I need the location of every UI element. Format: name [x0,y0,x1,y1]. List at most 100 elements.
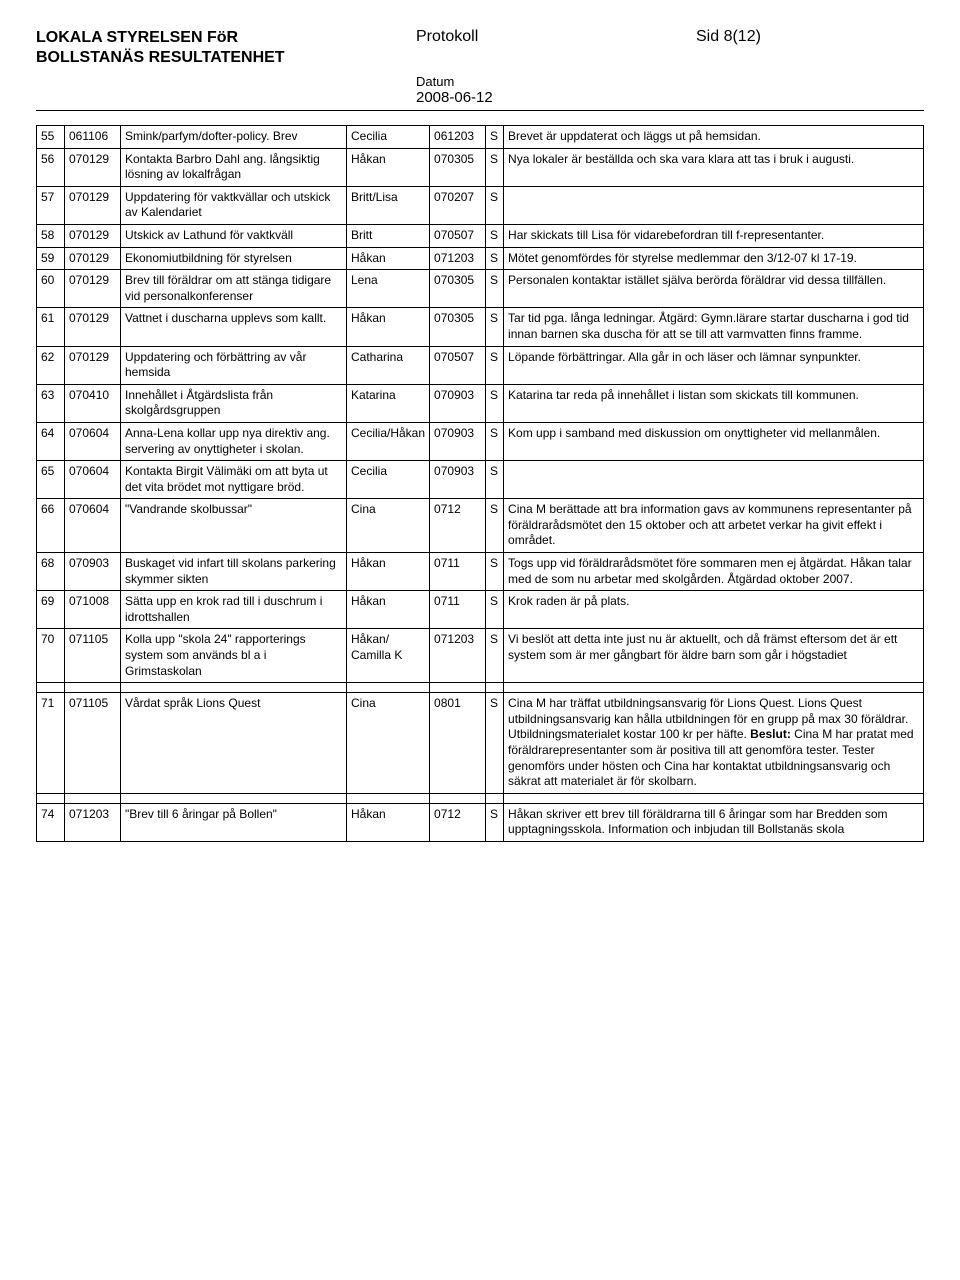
row-number: 63 [37,384,65,422]
table-row: 55061106Smink/parfym/dofter-policy. Brev… [37,126,924,149]
row-description: Vårdat språk Lions Quest [121,693,347,794]
row-followup: 070305 [430,270,486,308]
row-description: Uppdatering och förbättring av vår hemsi… [121,346,347,384]
row-status: S [486,629,504,683]
row-number: 68 [37,553,65,591]
row-date: 070604 [65,422,121,460]
row-status: S [486,126,504,149]
table-row: 74071203"Brev till 6 åringar på Bollen"H… [37,803,924,841]
row-followup: 070207 [430,186,486,224]
row-status: S [486,247,504,270]
row-responsible: Håkan [347,308,430,346]
row-comment: Personalen kontaktar istället själva ber… [504,270,924,308]
table-row: 57070129Uppdatering för vaktkvällar och … [37,186,924,224]
row-comment: Vi beslöt att detta inte just nu är aktu… [504,629,924,683]
row-comment: Krok raden är på plats. [504,591,924,629]
row-status: S [486,693,504,794]
row-description: "Vandrande skolbussar" [121,499,347,553]
table-row: 56070129Kontakta Barbro Dahl ang. långsi… [37,148,924,186]
row-comment: Mötet genomfördes för styrelse medlemmar… [504,247,924,270]
row-comment: Cina M berättade att bra information gav… [504,499,924,553]
row-comment: Nya lokaler är beställda och ska vara kl… [504,148,924,186]
row-description: Kontakta Birgit Välimäki om att byta ut … [121,461,347,499]
row-comment [504,461,924,499]
row-comment: Löpande förbättringar. Alla går in och l… [504,346,924,384]
protokoll-label: Protokoll [416,28,656,46]
row-number: 65 [37,461,65,499]
row-status: S [486,422,504,460]
table-row: 62070129Uppdatering och förbättring av v… [37,346,924,384]
row-description: Sätta upp en krok rad till i duschrum i … [121,591,347,629]
row-followup: 070507 [430,346,486,384]
table-row: 63070410Innehållet i Åtgärdslista från s… [37,384,924,422]
row-status: S [486,553,504,591]
row-responsible: Lena [347,270,430,308]
row-responsible: Catharina [347,346,430,384]
row-date: 070129 [65,247,121,270]
row-description: Anna-Lena kollar upp nya direktiv ang. s… [121,422,347,460]
row-date: 070129 [65,346,121,384]
row-number: 70 [37,629,65,683]
row-date: 070604 [65,499,121,553]
row-comment: Tar tid pga. långa ledningar. Åtgärd: Gy… [504,308,924,346]
row-followup: 070305 [430,148,486,186]
datum-label: Datum [416,74,454,89]
date-row: 2008-06-12 [36,89,924,106]
row-number: 58 [37,224,65,247]
table-row: 58070129Utskick av Lathund för vaktkväll… [37,224,924,247]
row-date: 071008 [65,591,121,629]
row-date: 071203 [65,803,121,841]
row-date: 070604 [65,461,121,499]
row-comment: Har skickats till Lisa för vidarebefordr… [504,224,924,247]
row-followup: 070903 [430,461,486,499]
row-responsible: Britt/Lisa [347,186,430,224]
table-row: 70071105Kolla upp "skola 24" rapporterin… [37,629,924,683]
row-responsible: Cina [347,499,430,553]
row-followup: 070903 [430,384,486,422]
row-followup: 070507 [430,224,486,247]
row-number: 74 [37,803,65,841]
document-date: 2008-06-12 [416,89,493,106]
table-row: 68070903Buskaget vid infart till skolans… [37,553,924,591]
row-followup: 0712 [430,499,486,553]
row-status: S [486,224,504,247]
row-status: S [486,384,504,422]
spacer-row [37,793,924,803]
row-number: 60 [37,270,65,308]
row-status: S [486,186,504,224]
row-number: 55 [37,126,65,149]
row-responsible: Cina [347,693,430,794]
row-description: Innehållet i Åtgärdslista från skolgårds… [121,384,347,422]
row-description: Uppdatering för vaktkvällar och utskick … [121,186,347,224]
row-followup: 0711 [430,553,486,591]
row-comment: Kom upp i samband med diskussion om onyt… [504,422,924,460]
table-row: 66070604"Vandrande skolbussar"Cina0712SC… [37,499,924,553]
row-followup: 070305 [430,308,486,346]
row-comment: Brevet är uppdaterat och läggs ut på hem… [504,126,924,149]
row-responsible: Cecilia [347,461,430,499]
row-description: Kolla upp "skola 24" rapporterings syste… [121,629,347,683]
row-status: S [486,499,504,553]
row-followup: 0712 [430,803,486,841]
row-date: 070903 [65,553,121,591]
row-date: 070129 [65,186,121,224]
row-followup: 0711 [430,591,486,629]
row-number: 69 [37,591,65,629]
table-row: 64070604Anna-Lena kollar upp nya direkti… [37,422,924,460]
row-number: 61 [37,308,65,346]
table-row: 59070129Ekonomiutbildning för styrelsenH… [37,247,924,270]
header-divider [36,110,924,111]
row-status: S [486,461,504,499]
action-table: 55061106Smink/parfym/dofter-policy. Brev… [36,125,924,842]
row-status: S [486,346,504,384]
row-followup: 061203 [430,126,486,149]
row-date: 061106 [65,126,121,149]
row-status: S [486,270,504,308]
row-number: 66 [37,499,65,553]
row-responsible: Håkan [347,148,430,186]
row-responsible: Håkan [347,803,430,841]
row-number: 71 [37,693,65,794]
row-description: Smink/parfym/dofter-policy. Brev [121,126,347,149]
row-description: Buskaget vid infart till skolans parkeri… [121,553,347,591]
table-row: 65070604Kontakta Birgit Välimäki om att … [37,461,924,499]
